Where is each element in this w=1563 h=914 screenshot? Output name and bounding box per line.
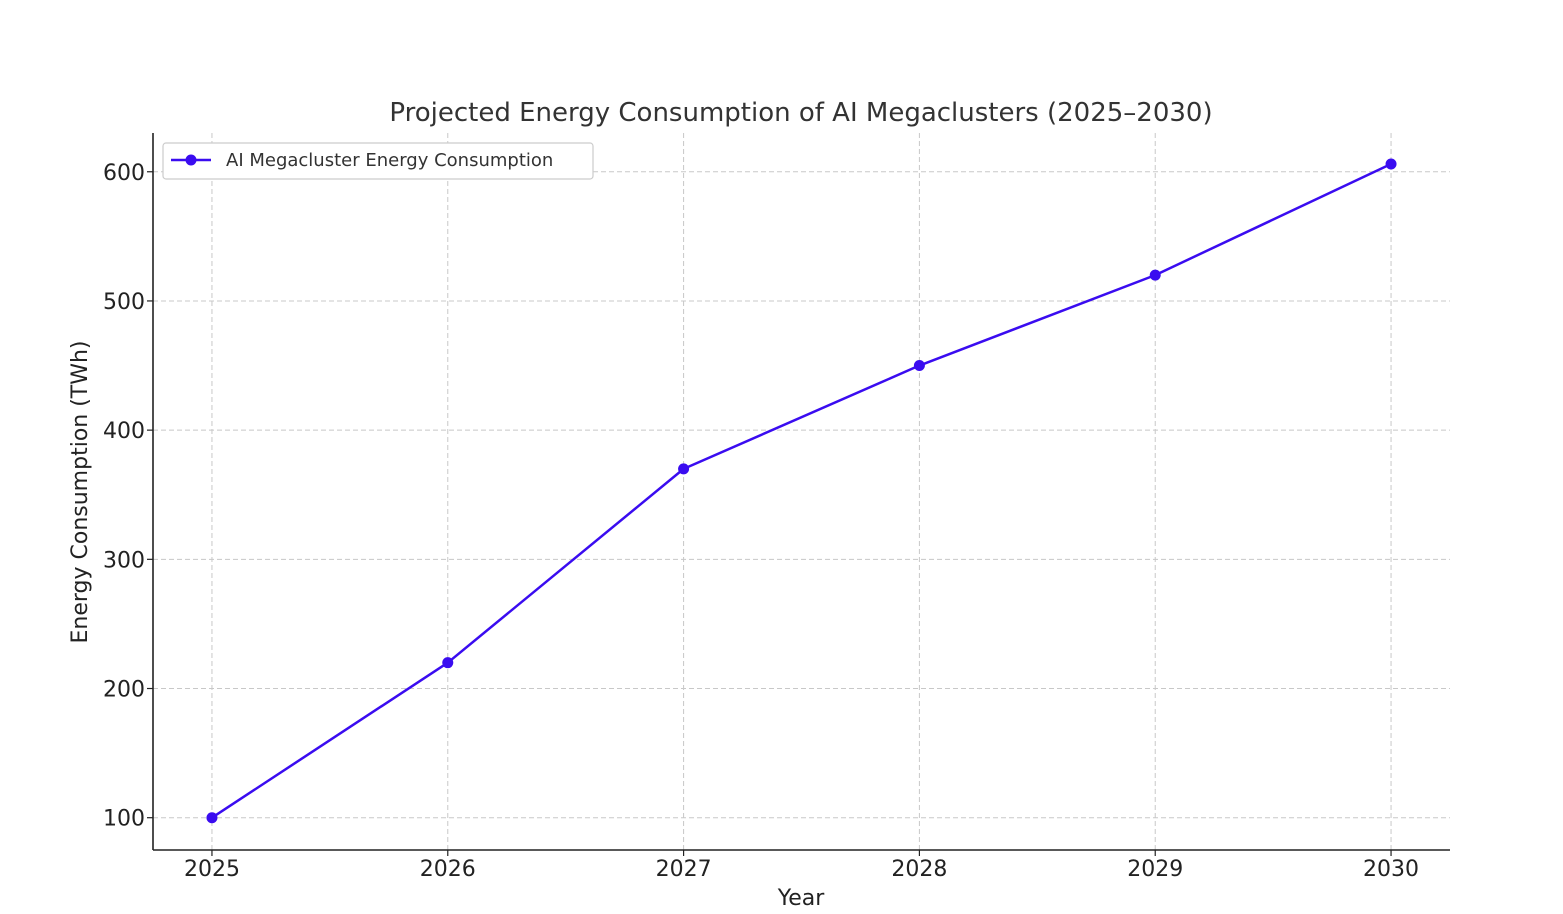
legend-label: AI Megacluster Energy Consumption (226, 150, 553, 171)
series-line (211, 162, 1392, 819)
y-tick-label: 200 (103, 678, 145, 703)
x-tick-label: 2026 (420, 857, 476, 882)
y-tick-label: 600 (103, 161, 145, 186)
y-tick-label: 400 (103, 419, 145, 444)
y-axis-label: Energy Consumption (TWh) (68, 340, 93, 643)
x-axis-ticks: 2025 2026 2027 2028 2029 2030 (184, 850, 1419, 882)
y-tick-label: 300 (103, 548, 145, 573)
grid-lines (153, 133, 1450, 850)
data-point (678, 463, 690, 475)
axes-spines (152, 133, 1450, 851)
legend-frame (162, 142, 594, 180)
x-tick-label: 2025 (184, 857, 240, 882)
x-tick-label: 2029 (1127, 857, 1183, 882)
x-axis-label: Year (777, 886, 826, 911)
data-point (913, 360, 925, 372)
chart-title: Projected Energy Consumption of AI Megac… (389, 98, 1212, 128)
data-point (1385, 158, 1397, 170)
x-tick-label: 2028 (891, 857, 947, 882)
y-tick-label: 500 (103, 290, 145, 315)
data-point (206, 812, 218, 824)
data-point (1149, 269, 1161, 281)
y-tick-label: 100 (103, 807, 145, 832)
data-point (442, 657, 454, 669)
legend: AI Megacluster Energy Consumption (162, 142, 594, 180)
series-layer (206, 158, 1397, 824)
legend-marker-swatch (185, 154, 197, 166)
y-axis-ticks: 100 200 300 400 500 600 (103, 161, 153, 832)
x-tick-label: 2027 (656, 857, 712, 882)
x-tick-label: 2030 (1363, 857, 1419, 882)
